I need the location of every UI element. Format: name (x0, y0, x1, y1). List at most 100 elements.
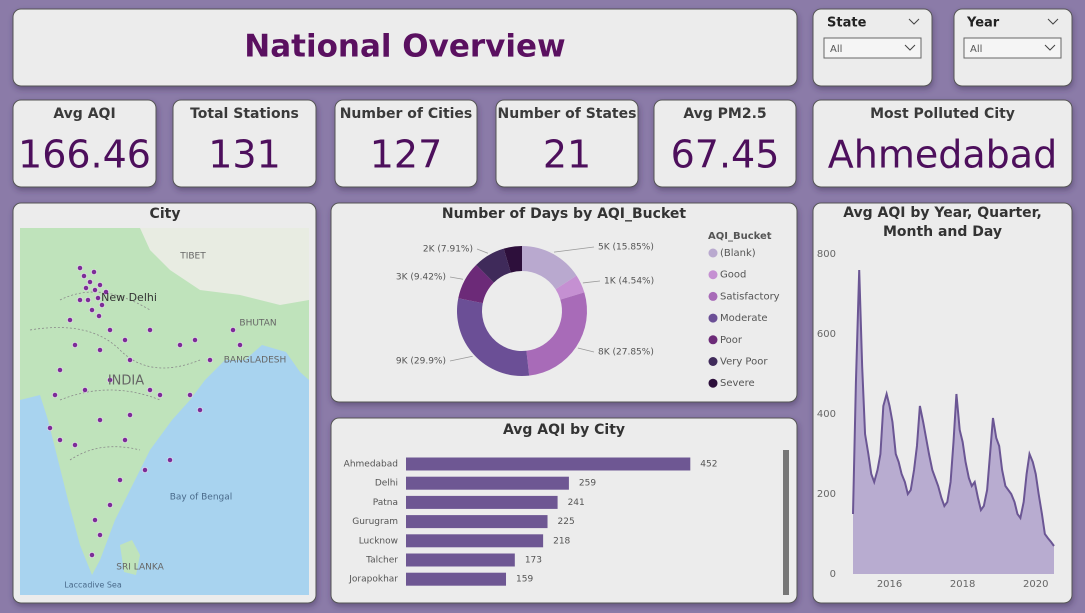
y-tick-label: 600 (817, 329, 836, 340)
card-panel (334, 99, 478, 188)
donut-slice (476, 248, 511, 283)
station-dot (82, 387, 88, 393)
map-title: City (150, 206, 181, 222)
card-label: Avg AQI (53, 106, 115, 122)
station-dot (107, 327, 113, 333)
y-tick-label: 200 (817, 489, 836, 500)
land (20, 228, 309, 575)
station-dot (127, 357, 133, 363)
card-panel (12, 99, 157, 188)
data-label: 225 (558, 517, 575, 527)
card-value: 131 (208, 133, 281, 177)
legend-swatch (708, 313, 718, 323)
chart-title-box: Avg AQI by Year, Quarter, Month and Day (843, 205, 1042, 240)
leader-line (582, 280, 601, 284)
station-dot (77, 297, 83, 303)
station-dots (47, 265, 243, 558)
chevron (908, 18, 920, 25)
data-label: 9K (29.9%) (396, 357, 446, 367)
map (20, 228, 309, 595)
legend-label: Moderate (720, 313, 768, 324)
card-label: Avg PM2.5 (683, 106, 766, 122)
legend-label: Poor (720, 335, 743, 346)
chart-title: Avg AQI by City (503, 422, 625, 438)
slicer-title: State (827, 16, 867, 31)
donut-slice (503, 246, 522, 273)
card-value: 67.45 (671, 133, 780, 177)
card-panel (495, 99, 639, 188)
station-dot (122, 437, 128, 443)
scrollbar[interactable] (783, 450, 789, 595)
page-title: National Overview (244, 29, 565, 65)
y-tick-label: Jorapokhar (348, 575, 398, 585)
card-label: Number of Cities (340, 106, 473, 122)
station-dot (117, 477, 123, 483)
station-dot (97, 347, 103, 353)
data-label: 241 (568, 498, 585, 508)
card-label: Most Polluted City (870, 106, 1015, 122)
chevron (904, 44, 916, 51)
donut-slice (458, 264, 494, 304)
cards: Avg AQI 166.46 Total Stations 131 Number of … (12, 99, 1073, 188)
y-tick-label: Talcher (365, 556, 398, 566)
bar (406, 534, 544, 548)
station-dot (122, 337, 128, 343)
highland (140, 228, 309, 305)
chevron (1044, 44, 1056, 51)
dropdown[interactable] (963, 37, 1062, 59)
year-slicer[interactable]: Year All (953, 8, 1073, 87)
y-tick-label: Ahmedabad (344, 460, 398, 470)
y-tick-label: 800 (817, 249, 836, 260)
legend-label: Satisfactory (720, 291, 780, 302)
card-value: 127 (370, 133, 443, 177)
station-dot (77, 265, 83, 271)
state-slicer[interactable]: State All (812, 8, 933, 87)
card-value: 166.46 (18, 133, 151, 177)
legend-label: Very Poor (720, 357, 768, 368)
data-label: 1K (4.54%) (604, 277, 654, 287)
chart-title: Number of Days by AQI_Bucket (442, 206, 686, 222)
data-label: 218 (553, 536, 570, 546)
data-label: 259 (579, 479, 596, 489)
leader-line (577, 347, 595, 353)
station-dot (83, 285, 89, 291)
legend-title: AQI_Bucket (708, 231, 772, 242)
donut-slice (522, 246, 577, 290)
station-dot (85, 297, 91, 303)
station-dot (81, 273, 87, 279)
y-tick-label: Delhi (375, 479, 398, 489)
card-label: Number of States (498, 106, 637, 122)
card-panel (812, 99, 1073, 188)
station-dot (107, 377, 113, 383)
island (120, 540, 140, 575)
bar (406, 515, 548, 529)
station-dot (147, 387, 153, 393)
map-label: Bay of Bengal (170, 493, 233, 503)
station-dot (67, 317, 73, 323)
station-dot (72, 442, 78, 448)
x-tick-label: 2018 (950, 579, 975, 590)
data-label: 159 (516, 575, 533, 585)
data-label: 3K (9.42%) (396, 273, 446, 283)
station-dot (87, 279, 93, 285)
station-dot (92, 287, 98, 293)
y-tick-label: Gurugram (352, 517, 398, 527)
station-dot (103, 289, 109, 295)
map-label: BHUTAN (239, 319, 276, 329)
leader-line (449, 355, 473, 362)
data-label: 8K (27.85%) (598, 348, 654, 358)
donut-slice (526, 292, 587, 376)
bar (406, 457, 691, 471)
data-label: 2K (7.91%) (423, 245, 473, 255)
x-tick-label: 2020 (1023, 579, 1048, 590)
station-dot (96, 313, 102, 319)
station-dot (89, 307, 95, 313)
legend-swatch (708, 357, 718, 366)
card-value: Ahmedabad (828, 133, 1057, 177)
dropdown[interactable] (823, 37, 922, 59)
station-dot (207, 357, 213, 363)
map-label: New Delhi (101, 291, 157, 304)
station-dot (97, 417, 103, 423)
station-dot (197, 407, 203, 413)
leader-line (449, 276, 464, 280)
